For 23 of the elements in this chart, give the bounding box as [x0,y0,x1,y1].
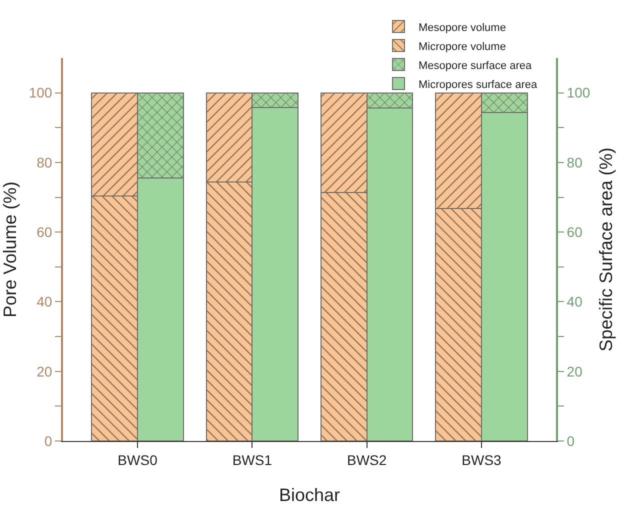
legend-label: Mesopore volume [418,22,506,34]
y-tick-label: 20 [36,363,52,380]
y2-tick-label: 0 [566,432,575,449]
y2-tick-label: 80 [566,154,583,170]
y-axis-title: Pore Volume (%) [0,181,20,318]
y-tick-label: 0 [44,432,52,449]
x-tick-label: BWS3 [462,452,502,468]
y2-tick-label: 60 [566,224,583,240]
x-tick-label: BWS0 [118,452,158,468]
y-tick-label: 80 [36,154,52,170]
y-tick-label: 40 [36,294,52,310]
y2-tick-label: 20 [566,363,583,380]
legend-label: Mesopore surface area [418,60,533,72]
y2-axis-title: Specific Surface area (%) [596,147,616,352]
y-tick-label: 60 [36,224,52,240]
x-tick-label: BWS2 [346,452,387,468]
y2-tick-label: 100 [566,84,590,101]
legend-label: Micropore volume [418,40,506,53]
y-tick-label: 100 [28,84,52,101]
legend-label: Micropores surface area [418,78,538,91]
y2-tick-label: 40 [566,294,583,310]
x-tick-label: BWS1 [232,452,272,468]
x-axis-title: Biochar [278,485,340,505]
